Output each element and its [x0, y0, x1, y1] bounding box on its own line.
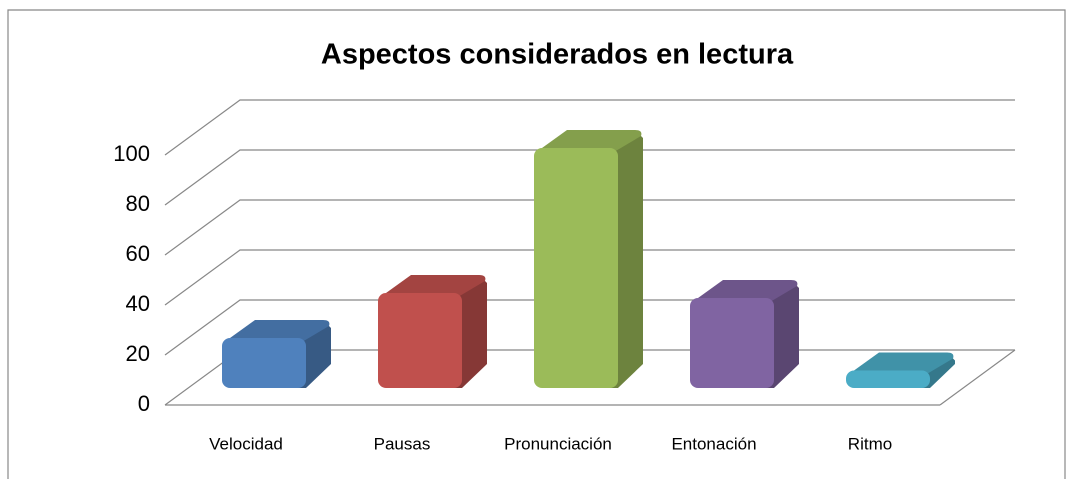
bar-front — [534, 148, 618, 388]
y-tick-label: 80 — [126, 191, 150, 216]
bar — [690, 280, 799, 388]
x-tick-label: Ritmo — [848, 434, 892, 453]
y-tick-label: 100 — [113, 141, 150, 166]
bar-side — [610, 130, 643, 388]
bar-top — [230, 320, 330, 342]
bar-side — [766, 280, 799, 388]
x-tick-label: Pronunciación — [504, 434, 612, 453]
bar-top — [698, 280, 798, 302]
x-tick-label: Pausas — [374, 434, 431, 453]
bar — [378, 275, 487, 388]
bar-front — [690, 298, 774, 388]
bar — [846, 352, 955, 388]
y-tick-label: 20 — [126, 341, 150, 366]
chart-title: Aspectos considerados en lectura — [321, 39, 794, 71]
bar-top — [386, 275, 486, 297]
bar-top — [542, 130, 642, 152]
chart-frame — [7, 9, 1066, 479]
bar-front — [222, 338, 306, 388]
bar-front — [846, 370, 930, 388]
grid-line — [164, 249, 1015, 306]
grid-line — [164, 149, 1015, 206]
y-tick-label: 0 — [138, 391, 150, 416]
y-tick-label: 60 — [126, 241, 150, 266]
floor-side — [939, 349, 1016, 406]
bar-side — [454, 275, 487, 388]
grid-line — [164, 99, 1015, 156]
bar — [222, 320, 331, 388]
bar — [534, 130, 643, 388]
x-tick-label: Entonación — [671, 434, 756, 453]
grid-line — [164, 199, 1015, 256]
bar-front — [378, 293, 462, 388]
y-tick-label: 40 — [126, 291, 150, 316]
x-tick-label: Velocidad — [209, 434, 283, 453]
bar-top — [854, 352, 954, 375]
